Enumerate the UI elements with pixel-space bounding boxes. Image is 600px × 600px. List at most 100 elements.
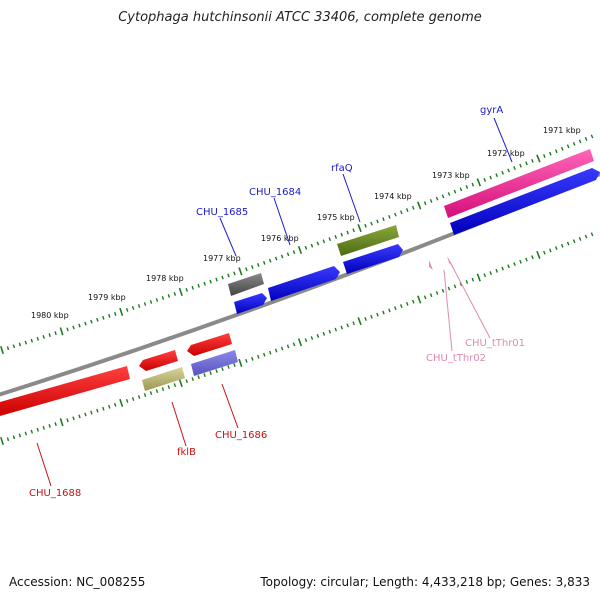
ruler-minor-tick (185, 287, 189, 292)
gene-fklB[interactable] (142, 367, 185, 391)
ruler-minor-tick (429, 198, 433, 203)
ruler-minor-tick (322, 331, 326, 336)
label-fklB: fklB (177, 447, 196, 458)
ruler-minor-tick (453, 284, 457, 289)
ruler-minor-tick (48, 424, 51, 428)
label-rfaQ: rfaQ (331, 163, 353, 174)
ruler-minor-tick (370, 221, 373, 226)
ruler-minor-tick (507, 168, 510, 173)
ruler-minor-tick (36, 427, 39, 432)
gene-gyrA[interactable] (444, 149, 594, 218)
ruler-major-tick (178, 379, 183, 388)
ruler-minor-tick (6, 346, 10, 351)
ruler-minor-tick (48, 333, 51, 338)
ruler-minor-tick (340, 325, 343, 330)
ruler-minor-tick (578, 237, 582, 241)
ruler-major-tick (417, 295, 422, 304)
ruler-minor-tick (400, 210, 403, 215)
ruler-minor-tick (364, 223, 367, 228)
ruler-minor-tick (96, 408, 99, 413)
ruler-minor-tick (316, 334, 320, 338)
ruler-minor-tick (322, 239, 326, 244)
gene-CHU_1684[interactable] (268, 266, 340, 301)
ruler-minor-tick (84, 321, 87, 326)
ruler-minor-tick (465, 279, 469, 284)
ruler-minor-tick (114, 311, 117, 316)
ruler-minor-tick (406, 301, 409, 306)
kbp-label: 1972 kbp (487, 149, 525, 158)
trna-CHU_tThr02[interactable] (429, 260, 433, 270)
ruler-minor-tick (203, 373, 206, 378)
ruler-minor-tick (245, 267, 248, 272)
gene-CHU_1688[interactable] (0, 366, 130, 416)
kbp-label: 1980 kbp (31, 311, 69, 320)
ruler-minor-tick (66, 327, 69, 332)
ruler-minor-tick (191, 377, 194, 382)
ruler-minor-tick (257, 263, 260, 267)
ruler-minor-tick (30, 429, 34, 434)
ruler-major-tick (417, 201, 422, 210)
ruler-minor-tick (161, 387, 165, 392)
ruler-minor-tick (292, 342, 296, 347)
ruler-minor-tick (274, 256, 278, 261)
ruler-minor-tick (334, 327, 338, 332)
gene-blue-mid[interactable] (343, 244, 403, 274)
ruler-major-tick (476, 178, 482, 187)
trna-CHU_tThr01[interactable] (447, 256, 453, 266)
ruler-minor-tick (257, 354, 260, 359)
ruler-minor-tick (566, 144, 570, 149)
ruler-minor-tick (233, 271, 236, 276)
ruler-minor-tick (501, 170, 504, 175)
lower-ruler (0, 232, 594, 446)
ruler-minor-tick (197, 283, 200, 288)
ruler-minor-tick (531, 255, 534, 260)
ruler-major-tick (0, 345, 4, 355)
ruler-minor-tick (400, 304, 403, 308)
ruler-minor-tick (316, 241, 320, 246)
gene-red-CHU_1686-strand[interactable] (187, 333, 232, 356)
ruler-minor-tick (411, 205, 415, 210)
ruler-minor-tick (42, 335, 45, 339)
ruler-major-tick (59, 327, 64, 336)
ruler-minor-tick (495, 173, 498, 178)
ruler-minor-tick (30, 338, 34, 343)
ruler-minor-tick (42, 425, 45, 430)
ruler-minor-tick (560, 243, 564, 248)
ruler-minor-tick (590, 134, 594, 139)
ruler-minor-tick (590, 232, 594, 237)
ruler-minor-tick (209, 279, 212, 284)
ruler-minor-tick (495, 268, 498, 273)
gene-red-fklB-strand[interactable] (139, 350, 178, 371)
ruler-minor-tick (24, 340, 28, 345)
kbp-label: 1974 kbp (374, 192, 412, 201)
ruler-minor-tick (155, 389, 159, 394)
ruler-major-tick (357, 317, 362, 326)
gene-CHU_1686[interactable] (191, 350, 238, 376)
leader-lines (36, 117, 513, 487)
ruler-minor-tick (221, 275, 224, 280)
ruler-minor-tick (304, 338, 308, 343)
ruler-major-tick (476, 273, 481, 282)
gene-blue-small[interactable] (234, 293, 267, 314)
ruler-minor-tick (36, 336, 39, 341)
gene-blue-right[interactable] (450, 168, 600, 235)
ruler-minor-tick (173, 292, 177, 296)
ruler-minor-tick (501, 266, 504, 271)
kbp-label: 1978 kbp (146, 274, 184, 283)
ruler-minor-tick (143, 302, 147, 306)
ruler-minor-tick (251, 265, 254, 270)
ruler-minor-tick (531, 158, 534, 163)
ruler-minor-tick (394, 212, 397, 217)
ruler-major-tick (178, 287, 183, 296)
ruler-minor-tick (262, 352, 266, 357)
ruler-minor-tick (137, 395, 141, 399)
ruler-minor-tick (584, 137, 588, 141)
gene-rfaQ[interactable] (337, 225, 399, 256)
ruler-minor-tick (286, 252, 290, 257)
ruler-minor-tick (72, 416, 75, 421)
ruler-minor-tick (90, 319, 93, 324)
ruler-minor-tick (18, 433, 22, 438)
ruler-minor-tick (382, 217, 385, 222)
ruler-major-tick (536, 250, 541, 259)
gene-CHU_1685[interactable] (228, 273, 264, 296)
